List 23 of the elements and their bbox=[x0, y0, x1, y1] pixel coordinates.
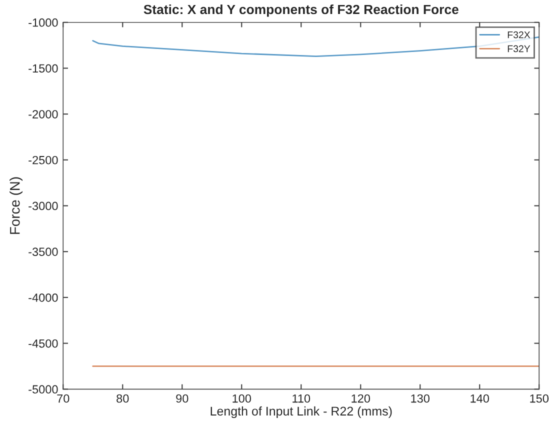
legend-label: F32X bbox=[508, 31, 530, 38]
y-tick-label: -1500 bbox=[28, 64, 58, 73]
y-tick-label: -3500 bbox=[28, 248, 58, 256]
y-tick-label: -2500 bbox=[28, 156, 58, 164]
y-tick-label: -4000 bbox=[28, 293, 58, 302]
legend-label: F32Y bbox=[508, 45, 530, 52]
y-tick-label: -1000 bbox=[28, 18, 58, 27]
chart-title: Static: X and Y components of F32 Reaction Force bbox=[144, 4, 458, 17]
x-tick-label: 110 bbox=[292, 394, 310, 403]
y-tick-label: -3000 bbox=[28, 202, 58, 210]
x-tick-label: 140 bbox=[470, 394, 490, 403]
x-tick-label: 130 bbox=[411, 394, 430, 403]
x-tick-label: 90 bbox=[176, 394, 188, 403]
x-tick-label: 120 bbox=[352, 394, 370, 403]
x-tick-label: 80 bbox=[116, 394, 129, 403]
x-axis-title: Length of Input Link - R22 (mms) bbox=[210, 406, 392, 418]
y-tick-label: -5000 bbox=[28, 385, 58, 394]
x-tick-label: 100 bbox=[232, 394, 252, 403]
y-tick-label: -4500 bbox=[28, 339, 58, 348]
y-axis-title: Force (N) bbox=[10, 177, 23, 234]
x-tick-label: 70 bbox=[57, 394, 70, 403]
x-tick-label: 150 bbox=[530, 394, 549, 403]
y-tick-label: -2000 bbox=[28, 110, 58, 118]
